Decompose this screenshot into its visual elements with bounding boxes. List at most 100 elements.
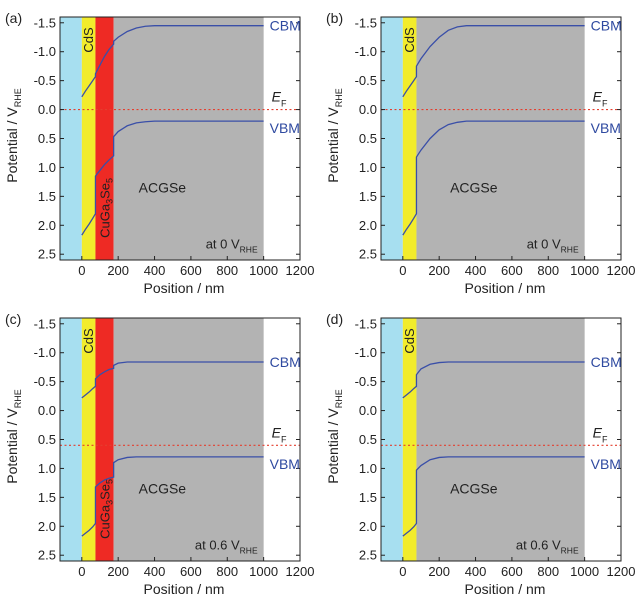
y-axis-label: Potential / VRHE [325,389,344,484]
panel-a: -1.5 -1.0 -0.5 0.0 0.5 1.0 1.5 2.0 2.5 0 200 400 600… [0,0,321,300]
series-vbm-line [81,120,264,236]
region-electrolyte [60,17,82,260]
series-cbm-line [81,25,264,98]
series-vbm-line [81,456,264,537]
band-diagram-svg: -1.5 -1.0 -0.5 0.0 0.5 1.0 1.5 2.0 2.5 0 200 400 600… [4,311,314,597]
x-tick-label: 1200 [607,564,636,579]
y-tick-label: 1.0 [38,461,56,476]
y-tick-label: 0.5 [359,131,377,146]
vbm-label: VBM [270,456,300,472]
y-tick-label: 2.0 [359,519,377,534]
cbm-label: CBM [591,18,622,34]
region-label-cds: CdS [402,27,417,53]
y-tick-label: -1.5 [355,316,377,331]
region-label-cds: CdS [402,328,417,354]
x-tick-label: 0 [78,564,85,579]
fermi-level-label: EF [593,424,608,444]
bias-annotation: at 0 VRHE [527,236,579,254]
y-tick-label: 0.0 [38,403,56,418]
x-tick-label: 0 [399,564,406,579]
y-tick-label: 1.0 [38,160,56,175]
x-tick-label: 800 [537,263,559,278]
vbm-label: VBM [591,456,621,472]
x-tick-label: 0 [399,263,406,278]
x-tick-label: 800 [537,564,559,579]
region-label-acgse: ACGSe [450,481,498,497]
region-cds [402,318,417,561]
y-axis-label-main: Potential / V [4,107,20,183]
region-acgse [113,17,264,260]
y-axis-label: Potential / VRHE [4,389,23,484]
region-electrolyte [381,318,403,561]
y-axis-label: Potential / VRHE [325,88,344,183]
x-tick-label: 600 [501,564,523,579]
panel-label: (a) [5,10,22,26]
cbm-label: CBM [591,354,622,370]
fermi-level-label: EF [272,89,287,109]
y-axis-label-main: Potential / V [4,408,20,484]
y-tick-label: 1.0 [359,160,377,175]
y-axis-label-sub: RHE [334,389,344,408]
y-tick-label: 2.5 [38,548,56,563]
x-tick-label: 1200 [607,263,636,278]
y-axis-label-sub: RHE [334,88,344,107]
cbm-label: CBM [270,18,301,34]
y-tick-label: -1.5 [34,15,56,30]
series-cbm-line [402,361,585,399]
y-tick-label: 2.5 [359,247,377,262]
x-tick-label: 1000 [570,564,599,579]
y-tick-label: 0.0 [359,102,377,117]
x-tick-label: 400 [465,263,487,278]
region-label-acgse: ACGSe [139,180,187,196]
series-vbm-line [402,456,585,537]
region-electrolyte [60,318,82,561]
y-tick-label: -1.0 [355,345,377,360]
y-tick-label: 1.0 [359,461,377,476]
region-label-acgse: ACGSe [139,481,187,497]
y-axis-label: Potential / VRHE [4,88,23,183]
cbm-label: CBM [270,354,301,370]
panel-label: (b) [326,10,343,26]
region-cds [81,318,96,561]
y-tick-label: 2.0 [38,218,56,233]
bias-annotation: at 0.6 VRHE [516,537,579,555]
x-axis-label: Position / nm [144,280,225,296]
panel-d: -1.5 -1.0 -0.5 0.0 0.5 1.0 1.5 2.0 2.5 0 200 400 600… [321,301,642,601]
x-tick-label: 1200 [286,263,315,278]
x-tick-label: 200 [428,263,450,278]
fermi-level-label: EF [272,424,287,444]
region-cds [402,17,417,260]
panel-c: -1.5 -1.0 -0.5 0.0 0.5 1.0 1.5 2.0 2.5 0 200 400 600… [0,301,321,601]
y-tick-label: 2.5 [38,247,56,262]
y-tick-label: 0.0 [359,403,377,418]
x-tick-label: 800 [216,263,238,278]
y-tick-label: 1.5 [38,490,56,505]
y-tick-label: 1.5 [38,189,56,204]
bias-annotation: at 0 VRHE [206,236,258,254]
y-axis-label-sub: RHE [13,88,23,107]
x-tick-label: 0 [78,263,85,278]
region-electrolyte [381,17,403,260]
y-tick-label: -0.5 [34,374,56,389]
y-tick-label: -1.5 [34,316,56,331]
y-axis-label-main: Potential / V [325,107,341,183]
y-tick-label: 1.5 [359,189,377,204]
y-axis-label-main: Potential / V [325,408,341,484]
region-acgse [113,318,264,561]
x-tick-label: 400 [144,564,166,579]
band-diagram-svg: -1.5 -1.0 -0.5 0.0 0.5 1.0 1.5 2.0 2.5 0 200 400 600… [325,311,636,597]
series-cbm-line [81,361,264,399]
y-tick-label: 2.5 [359,548,377,563]
region-acgse [416,17,585,260]
series-cbm-line [402,25,585,98]
y-tick-label: -0.5 [34,73,56,88]
x-tick-label: 400 [465,564,487,579]
y-tick-label: 0.0 [38,102,56,117]
panel-label: (d) [326,311,343,327]
region-acgse [416,318,585,561]
y-tick-label: 1.5 [359,490,377,505]
y-tick-label: 0.5 [359,432,377,447]
y-tick-label: 2.0 [38,519,56,534]
y-tick-label: -1.0 [34,345,56,360]
